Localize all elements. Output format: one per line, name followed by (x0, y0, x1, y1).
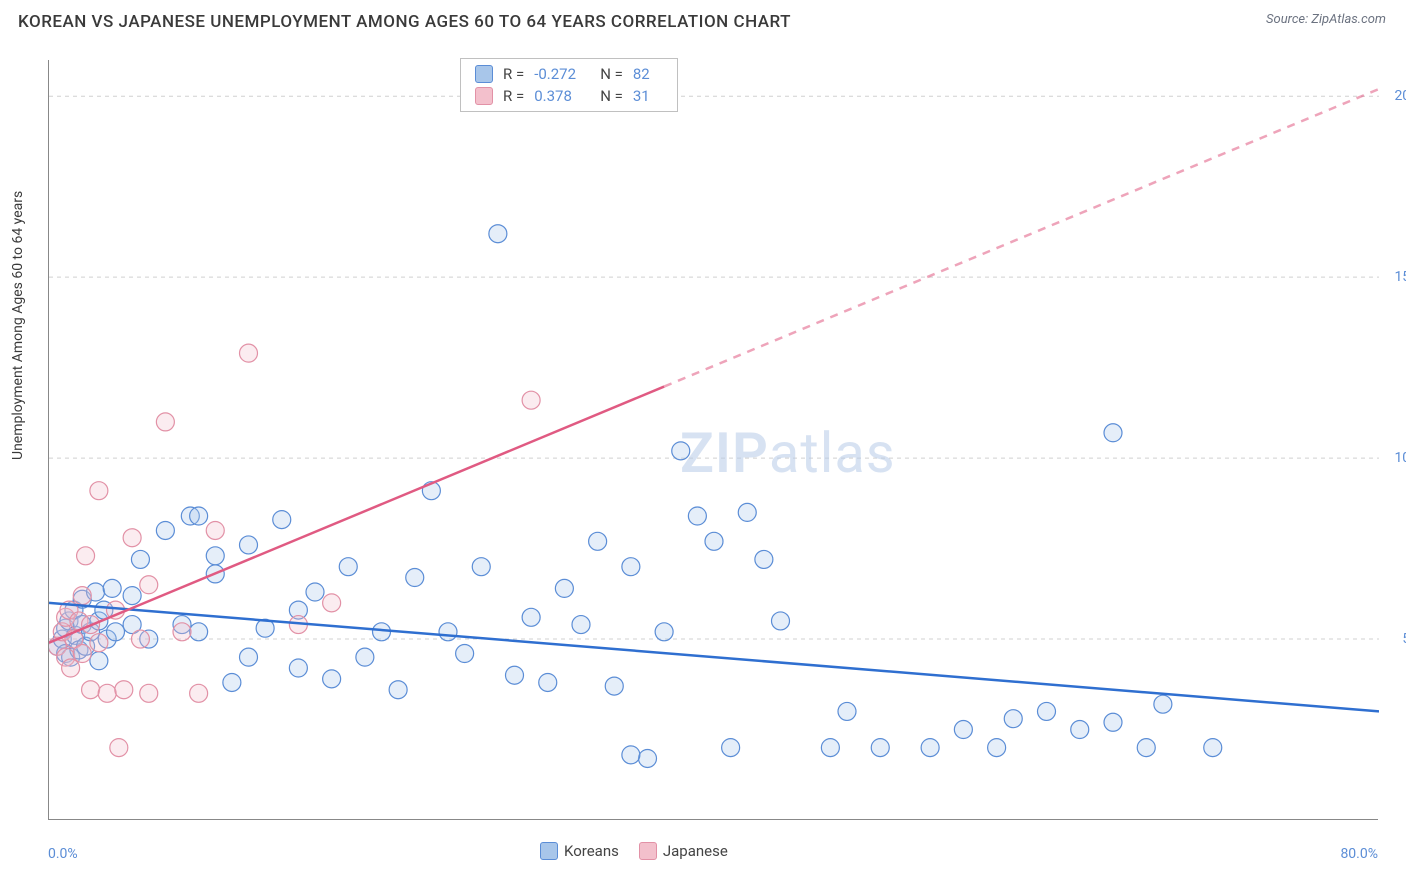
legend-row: R = 0.378 N = 31 (475, 85, 663, 107)
x-axis-max-label: 80.0% (1340, 846, 1378, 862)
y-tick-label: 5.0% (1402, 631, 1406, 647)
legend-label: Koreans (564, 842, 619, 860)
legend-swatch (540, 842, 558, 860)
n-value: 31 (633, 87, 663, 105)
y-tick-label: 10.0% (1394, 450, 1406, 466)
chart-container: Unemployment Among Ages 60 to 64 years 5… (0, 40, 1406, 892)
legend-label: Japanese (663, 842, 728, 860)
r-label: R = (503, 87, 524, 105)
correlation-legend: R = -0.272 N = 82 R = 0.378 N = 31 (460, 58, 678, 112)
n-label: N = (600, 87, 623, 105)
legend-item: Japanese (639, 842, 728, 860)
r-value: -0.272 (534, 65, 590, 83)
series-legend: Koreans Japanese (540, 842, 728, 860)
r-label: R = (503, 65, 524, 83)
legend-item: Koreans (540, 842, 619, 860)
y-axis-label: Unemployment Among Ages 60 to 64 years (10, 191, 26, 460)
scatter-plot-svg (49, 60, 1379, 820)
legend-row: R = -0.272 N = 82 (475, 63, 663, 85)
legend-swatch (475, 65, 493, 83)
r-value: 0.378 (534, 87, 590, 105)
legend-swatch (639, 842, 657, 860)
source-attribution: Source: ZipAtlas.com (1266, 12, 1386, 27)
n-label: N = (600, 65, 623, 83)
plot-area: 5.0%10.0%15.0%20.0% (48, 60, 1378, 820)
x-axis-min-label: 0.0% (48, 846, 78, 862)
chart-title: KOREAN VS JAPANESE UNEMPLOYMENT AMONG AG… (18, 12, 791, 32)
n-value: 82 (633, 65, 663, 83)
legend-swatch (475, 87, 493, 105)
y-tick-label: 20.0% (1394, 88, 1406, 104)
y-tick-label: 15.0% (1394, 269, 1406, 285)
